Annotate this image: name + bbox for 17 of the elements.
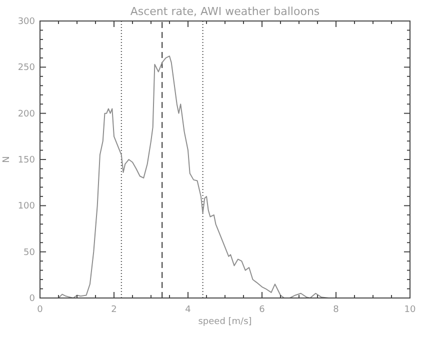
y-tick-label: 100: [18, 202, 36, 212]
y-tick-label: 200: [18, 109, 36, 120]
x-tick-label: 8: [333, 305, 340, 315]
x-tick-label: 10: [404, 305, 416, 315]
x-tick-label: 2: [111, 305, 117, 315]
y-tick-label: 50: [24, 248, 36, 258]
chart-title: Ascent rate, AWI weather balloons: [130, 5, 320, 18]
x-tick-label: 6: [259, 305, 266, 315]
y-tick-label: 150: [18, 156, 36, 166]
x-tick-label: 4: [185, 305, 192, 315]
y-tick-label: 250: [18, 63, 36, 74]
x-tick-label: 0: [37, 305, 44, 315]
y-tick-label: 300: [18, 17, 36, 27]
line-series: [58, 56, 330, 298]
x-axis-title: speed [m/s]: [198, 317, 252, 327]
y-axis-title: N: [2, 156, 12, 163]
y-tick-label: 0: [29, 294, 36, 304]
